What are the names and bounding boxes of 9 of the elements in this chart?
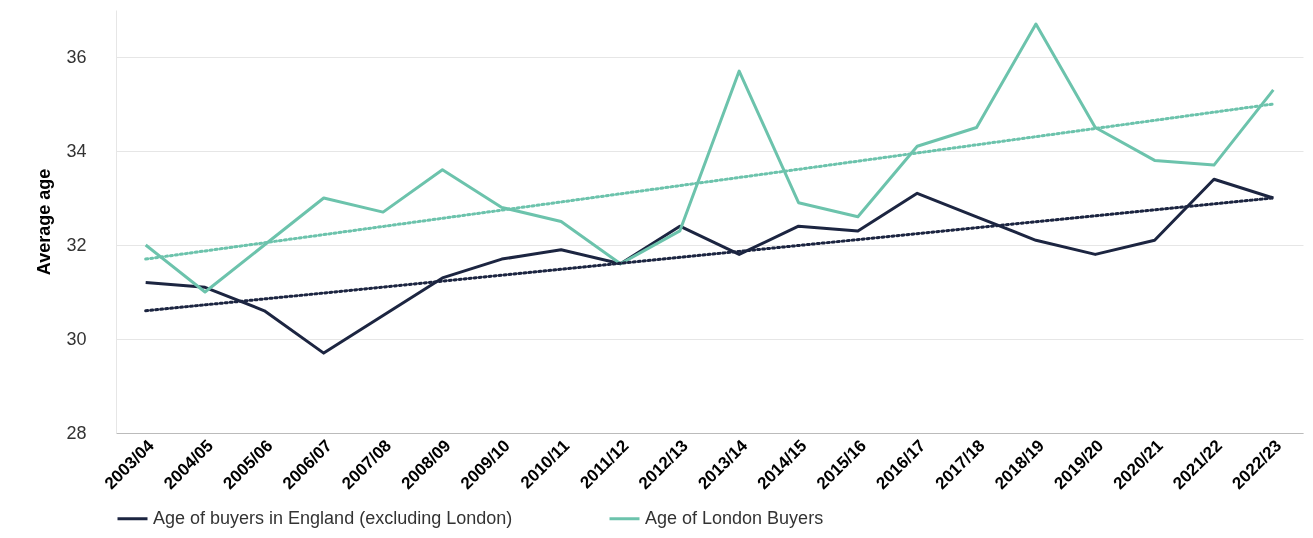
y-tick-label: 34	[66, 140, 87, 161]
y-tick-label: 30	[66, 328, 87, 349]
line-series	[144, 22, 1275, 294]
y-tick-label: 28	[66, 422, 87, 443]
y-axis-title: Average age	[34, 168, 55, 276]
y-tick-label: 36	[66, 46, 87, 67]
legend-label: Age of buyers in England (excluding London)	[153, 507, 513, 528]
legend-label: Age of London Buyers	[645, 507, 824, 528]
y-tick-label: 32	[66, 234, 87, 255]
